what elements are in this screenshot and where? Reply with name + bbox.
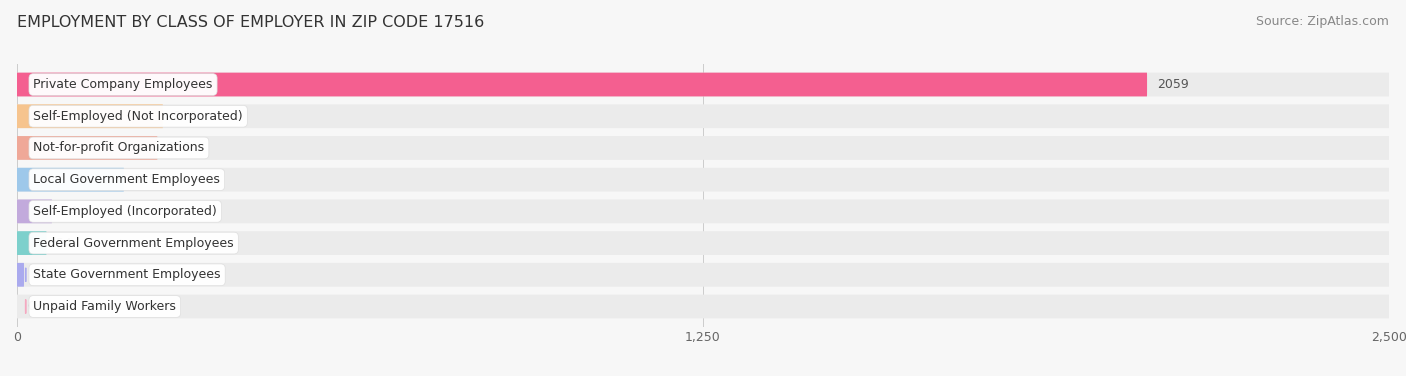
FancyBboxPatch shape bbox=[17, 105, 1389, 128]
Text: 54: 54 bbox=[56, 237, 72, 250]
Text: 13: 13 bbox=[34, 268, 49, 281]
Text: 256: 256 bbox=[167, 141, 191, 155]
FancyBboxPatch shape bbox=[17, 105, 163, 128]
FancyBboxPatch shape bbox=[17, 136, 157, 160]
FancyBboxPatch shape bbox=[17, 168, 1389, 191]
FancyBboxPatch shape bbox=[17, 200, 1389, 223]
Text: 0: 0 bbox=[27, 300, 35, 313]
Text: Self-Employed (Incorporated): Self-Employed (Incorporated) bbox=[34, 205, 217, 218]
Text: State Government Employees: State Government Employees bbox=[34, 268, 221, 281]
FancyBboxPatch shape bbox=[17, 295, 1389, 318]
Text: Self-Employed (Not Incorporated): Self-Employed (Not Incorporated) bbox=[34, 110, 243, 123]
FancyBboxPatch shape bbox=[17, 73, 1389, 96]
FancyBboxPatch shape bbox=[17, 200, 52, 223]
FancyBboxPatch shape bbox=[17, 136, 1389, 160]
FancyBboxPatch shape bbox=[17, 263, 24, 287]
Text: Unpaid Family Workers: Unpaid Family Workers bbox=[34, 300, 176, 313]
Text: Local Government Employees: Local Government Employees bbox=[34, 173, 221, 186]
Text: 195: 195 bbox=[134, 173, 157, 186]
Text: 64: 64 bbox=[62, 205, 77, 218]
Text: EMPLOYMENT BY CLASS OF EMPLOYER IN ZIP CODE 17516: EMPLOYMENT BY CLASS OF EMPLOYER IN ZIP C… bbox=[17, 15, 484, 30]
Text: 266: 266 bbox=[173, 110, 197, 123]
FancyBboxPatch shape bbox=[17, 231, 46, 255]
FancyBboxPatch shape bbox=[17, 73, 1147, 96]
Text: Federal Government Employees: Federal Government Employees bbox=[34, 237, 233, 250]
Text: Source: ZipAtlas.com: Source: ZipAtlas.com bbox=[1256, 15, 1389, 28]
Text: Private Company Employees: Private Company Employees bbox=[34, 78, 212, 91]
FancyBboxPatch shape bbox=[17, 168, 124, 191]
Text: Not-for-profit Organizations: Not-for-profit Organizations bbox=[34, 141, 204, 155]
FancyBboxPatch shape bbox=[17, 263, 1389, 287]
FancyBboxPatch shape bbox=[17, 231, 1389, 255]
Text: 2059: 2059 bbox=[1157, 78, 1188, 91]
